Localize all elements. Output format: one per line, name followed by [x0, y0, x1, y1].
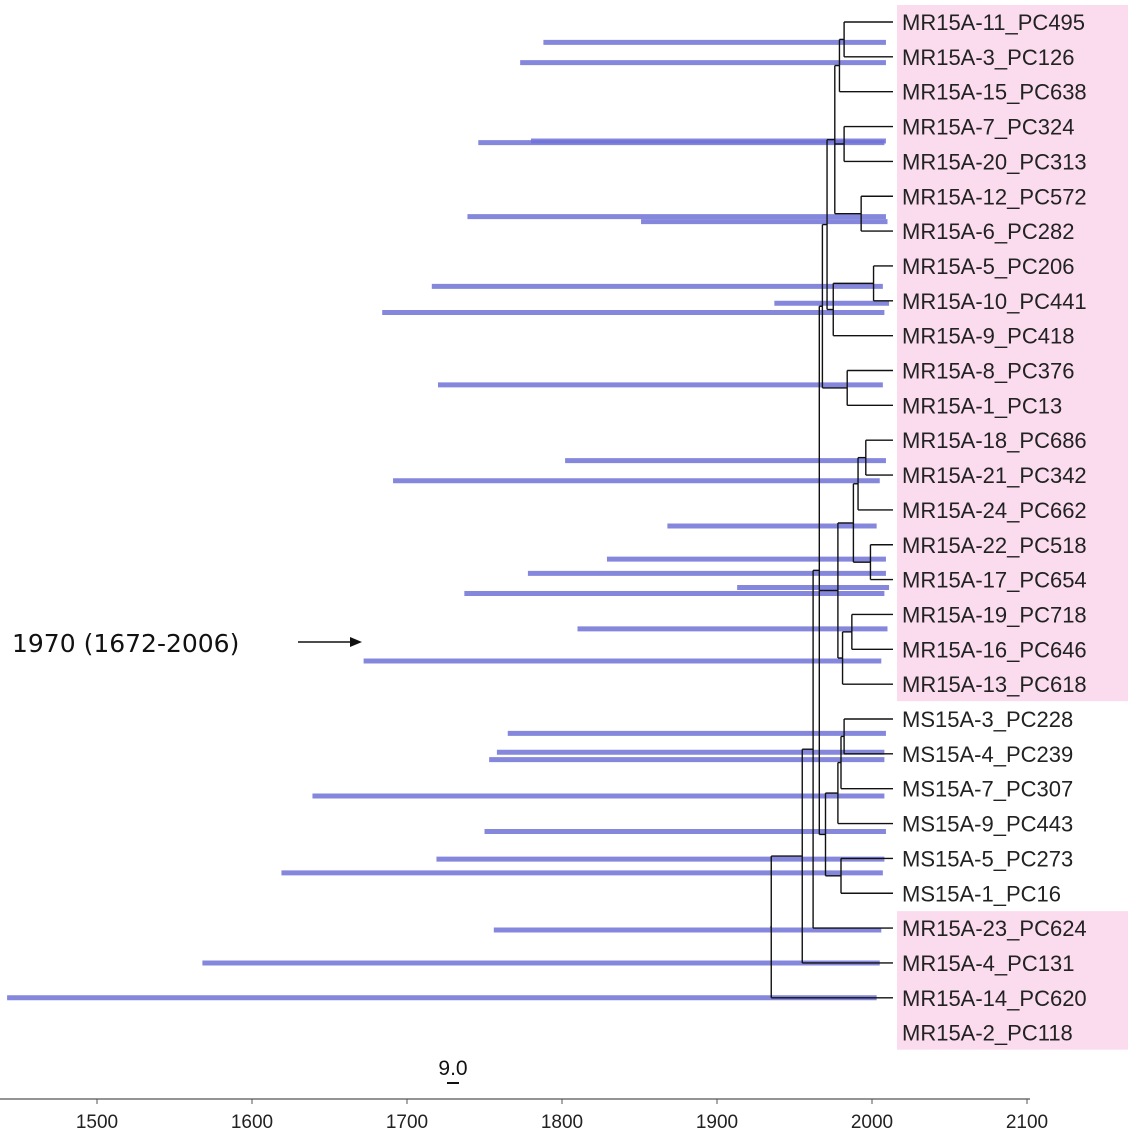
tip-label: MR15A-6_PC282 [902, 219, 1074, 244]
axis-tick-label: 1600 [231, 1112, 273, 1133]
highlight-boxes [897, 5, 1128, 1050]
tip-label: MR15A-13_PC618 [902, 672, 1087, 697]
scale-bar-label: 9.0 [438, 1057, 467, 1080]
tip-label: MR15A-17_PC654 [902, 568, 1087, 593]
clade-highlight-box [897, 911, 1128, 1050]
tip-label: MR15A-4_PC131 [902, 951, 1074, 976]
axis-tick-label: 2100 [1006, 1112, 1048, 1133]
hpd-bars [7, 39, 890, 1001]
tip-label: MR15A-23_PC624 [902, 916, 1087, 941]
annotation-label: 1970 (1672-2006) [12, 629, 239, 658]
tip-label: MR15A-21_PC342 [902, 463, 1087, 488]
tip-label: MS15A-4_PC239 [902, 742, 1073, 767]
axis-tick-label: 1900 [696, 1112, 738, 1133]
tip-label: MR15A-7_PC324 [902, 115, 1074, 140]
tip-label: MR15A-18_PC686 [902, 428, 1087, 453]
scale-bar: 9.0 [438, 1057, 468, 1084]
tip-labels: MR15A-11_PC495 MR15A-3_PC126 MR15A-15_PC63… [902, 10, 1087, 1046]
axis-tick-label: 1500 [76, 1112, 118, 1133]
tip-label: MS15A-3_PC228 [902, 707, 1073, 732]
tree-branches [770, 21, 893, 999]
axis-tick-label: 1700 [386, 1112, 428, 1133]
tip-label: MR15A-5_PC206 [902, 254, 1074, 279]
tip-label: MS15A-5_PC273 [902, 846, 1073, 871]
axis-tick-label: 1800 [541, 1112, 583, 1133]
tip-label: MR15A-12_PC572 [902, 184, 1087, 209]
tip-label: MR15A-22_PC518 [902, 533, 1087, 558]
tip-label: MS15A-7_PC307 [902, 777, 1073, 802]
tip-label: MS15A-9_PC443 [902, 812, 1073, 837]
tip-label: MR15A-11_PC495 [902, 10, 1085, 35]
tip-label: MR15A-2_PC118 [902, 1021, 1073, 1046]
tip-label: MR15A-3_PC126 [902, 45, 1074, 70]
tip-label: MR15A-19_PC718 [902, 602, 1087, 627]
time-axis: 1500 1600 1700 1800 1900 2000 2100 [0, 1098, 1048, 1133]
tip-label: MR15A-8_PC376 [902, 359, 1074, 384]
tip-label: MR15A-9_PC418 [902, 324, 1074, 349]
tip-label: MR15A-1_PC13 [902, 393, 1062, 418]
tip-label: MR15A-15_PC638 [902, 80, 1087, 105]
date-annotation: 1970 (1672-2006) [12, 629, 362, 658]
clade-highlight-box [897, 5, 1128, 702]
tip-label: MR15A-10_PC441 [902, 289, 1087, 314]
tip-label: MR15A-20_PC313 [902, 149, 1087, 174]
tip-label: MR15A-16_PC646 [902, 637, 1087, 662]
axis-tick-label: 2000 [851, 1112, 893, 1133]
tip-label: MS15A-1_PC16 [902, 881, 1061, 906]
annotation-arrowhead-icon [350, 637, 362, 647]
tip-label: MR15A-24_PC662 [902, 498, 1087, 523]
tip-label: MR15A-14_PC620 [902, 986, 1087, 1011]
